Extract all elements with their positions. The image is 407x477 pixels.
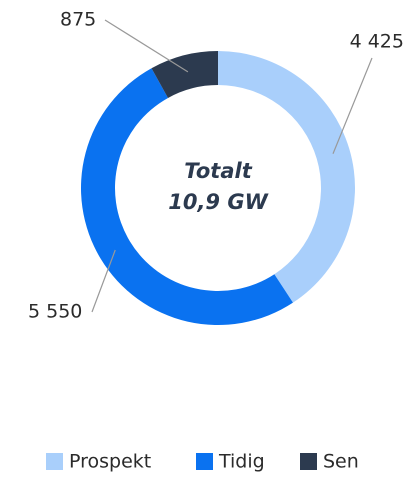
leader-line <box>104 19 189 73</box>
data-label: 4 425 <box>350 31 404 53</box>
legend-swatch <box>196 453 213 470</box>
legend-swatch <box>46 453 63 470</box>
legend-swatch <box>300 453 317 470</box>
data-label: 5 550 <box>28 301 82 323</box>
legend-label: Sen <box>323 451 359 473</box>
leader-line <box>332 57 373 154</box>
center-label: Totalt <box>184 159 252 183</box>
leader-line <box>91 249 116 313</box>
data-label: 875 <box>60 9 96 31</box>
donut-slice <box>151 51 218 98</box>
donut-slice <box>218 51 355 303</box>
legend-label: Tidig <box>218 451 265 473</box>
center-label: 10,9 GW <box>168 190 268 214</box>
legend-label: Prospekt <box>69 451 151 473</box>
donut-slice <box>80 68 293 326</box>
